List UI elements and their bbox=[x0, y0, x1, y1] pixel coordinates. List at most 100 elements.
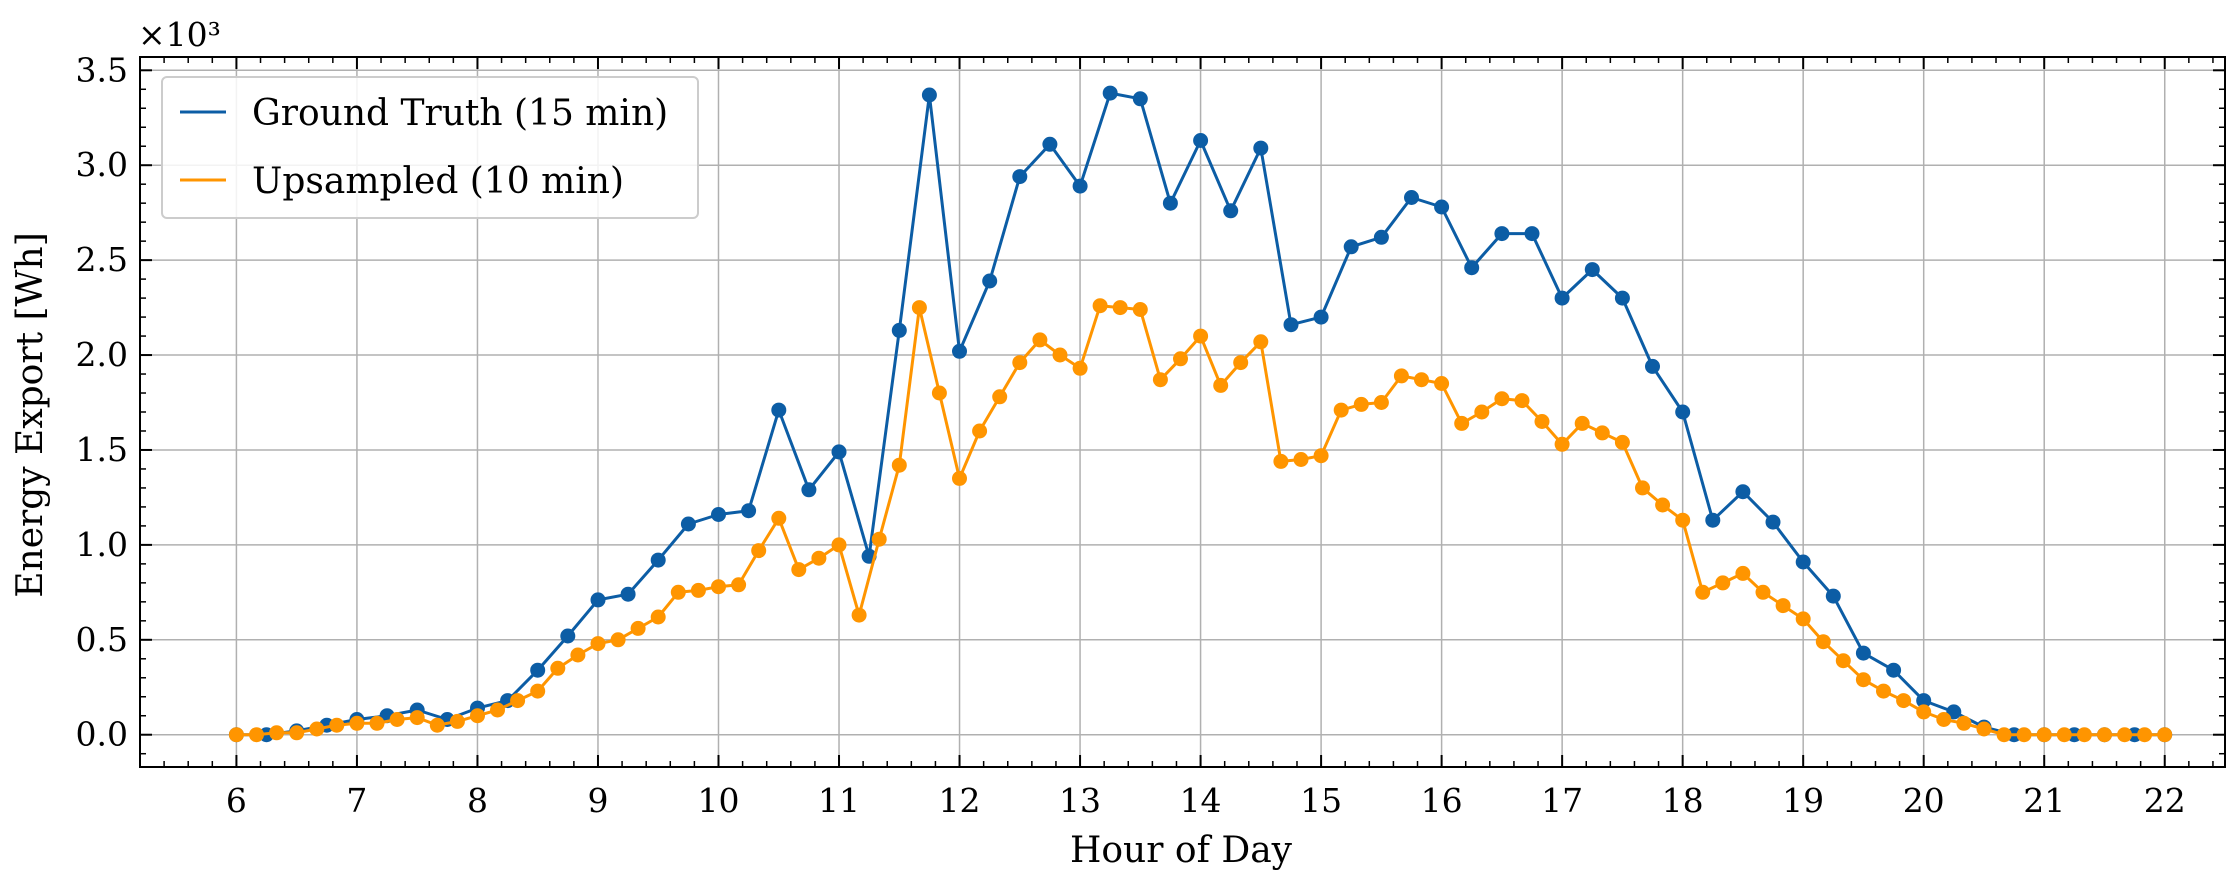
y-tick-label: 1.0 bbox=[76, 525, 128, 564]
data-point bbox=[1072, 178, 1088, 194]
data-point bbox=[2097, 727, 2112, 743]
data-point bbox=[1534, 414, 1550, 429]
y-tick-label: 2.5 bbox=[76, 240, 128, 279]
data-point bbox=[1896, 693, 1912, 709]
x-tick-label: 10 bbox=[697, 781, 739, 820]
data-point bbox=[831, 444, 847, 460]
x-tick-label: 18 bbox=[1662, 781, 1704, 820]
data-point bbox=[670, 584, 686, 600]
data-point bbox=[811, 550, 827, 566]
y-tick-label: 1.5 bbox=[76, 430, 128, 469]
data-point bbox=[751, 543, 767, 559]
x-tick-label: 20 bbox=[1903, 781, 1945, 820]
data-point bbox=[630, 620, 646, 636]
data-point bbox=[429, 717, 445, 733]
legend-label-ground-truth: Ground Truth (15 min) bbox=[252, 93, 668, 134]
y-scale-label: ×10³ bbox=[138, 15, 221, 54]
data-point bbox=[249, 727, 264, 743]
data-point bbox=[1072, 360, 1088, 376]
y-tick-label: 3.5 bbox=[76, 50, 128, 89]
data-point bbox=[530, 683, 546, 699]
data-point bbox=[510, 693, 526, 709]
data-point bbox=[389, 712, 405, 727]
data-point bbox=[1042, 136, 1058, 152]
data-point bbox=[1343, 239, 1359, 255]
data-point bbox=[269, 725, 285, 741]
data-point bbox=[2056, 727, 2072, 743]
data-point bbox=[921, 87, 937, 103]
data-point bbox=[1293, 452, 1309, 467]
data-point bbox=[1765, 514, 1781, 530]
data-point bbox=[1213, 377, 1229, 393]
data-point bbox=[610, 632, 626, 648]
data-point bbox=[2016, 727, 2032, 743]
data-point bbox=[1916, 704, 1932, 720]
data-point bbox=[680, 516, 696, 532]
x-tick-label: 6 bbox=[226, 781, 247, 820]
data-point bbox=[1554, 290, 1570, 306]
data-point bbox=[650, 609, 666, 625]
data-point bbox=[2117, 727, 2133, 743]
data-point bbox=[289, 725, 305, 741]
data-point bbox=[1886, 662, 1902, 678]
data-point bbox=[1162, 195, 1178, 211]
series-layer bbox=[228, 85, 2173, 743]
data-point bbox=[1675, 512, 1691, 528]
data-point bbox=[711, 507, 726, 522]
data-point bbox=[771, 510, 787, 526]
data-point bbox=[1614, 434, 1630, 450]
data-point bbox=[1715, 575, 1731, 591]
data-point bbox=[1524, 226, 1540, 242]
data-point bbox=[228, 727, 244, 743]
data-point bbox=[801, 482, 817, 498]
data-point bbox=[650, 552, 666, 568]
data-point bbox=[992, 389, 1008, 405]
data-point bbox=[550, 660, 566, 676]
data-point bbox=[1373, 229, 1389, 245]
data-point bbox=[1132, 91, 1148, 107]
data-point bbox=[2157, 727, 2173, 743]
data-point bbox=[1675, 404, 1691, 420]
x-axis-label: Hour of Day bbox=[1070, 830, 1293, 871]
data-point bbox=[1655, 497, 1671, 513]
data-point bbox=[1594, 425, 1610, 441]
y-tick-label: 0.0 bbox=[76, 715, 128, 754]
data-point bbox=[1775, 598, 1791, 614]
data-point bbox=[490, 702, 505, 718]
data-point bbox=[1795, 611, 1811, 627]
data-point bbox=[1434, 376, 1450, 391]
data-point bbox=[1956, 715, 1972, 731]
data-point bbox=[911, 300, 927, 316]
data-point bbox=[1474, 404, 1490, 420]
data-point bbox=[851, 607, 867, 623]
data-point bbox=[1976, 721, 1992, 737]
data-point bbox=[982, 273, 998, 289]
data-point bbox=[369, 715, 385, 731]
data-point bbox=[590, 592, 606, 608]
data-point bbox=[1253, 334, 1269, 350]
data-point bbox=[1233, 355, 1249, 371]
data-point bbox=[1193, 328, 1209, 344]
x-tick-labels: 6 7 8 9 10 11 12 13 14 15 16 17 18 19 20 21 22 bbox=[226, 781, 2186, 820]
data-point bbox=[1313, 309, 1329, 325]
data-point bbox=[1916, 693, 1932, 709]
data-point bbox=[620, 586, 636, 602]
x-tick-label: 16 bbox=[1421, 781, 1463, 820]
data-point bbox=[711, 579, 726, 595]
x-tick-label: 14 bbox=[1180, 781, 1222, 820]
data-point bbox=[1494, 226, 1510, 242]
data-point bbox=[1645, 358, 1660, 374]
data-point bbox=[1584, 262, 1600, 278]
x-tick-label: 11 bbox=[818, 781, 860, 820]
data-point bbox=[1132, 302, 1148, 317]
data-point bbox=[1835, 653, 1851, 669]
data-point bbox=[1112, 300, 1128, 316]
data-point bbox=[1795, 554, 1811, 570]
y-tick-label: 2.0 bbox=[76, 335, 128, 374]
data-point bbox=[1223, 203, 1239, 219]
data-point bbox=[1353, 396, 1369, 412]
legend: Ground Truth (15 min) Upsampled (10 min) bbox=[161, 76, 699, 219]
x-tick-label: 12 bbox=[939, 781, 981, 820]
data-point bbox=[1735, 484, 1751, 500]
data-point bbox=[1815, 634, 1831, 650]
